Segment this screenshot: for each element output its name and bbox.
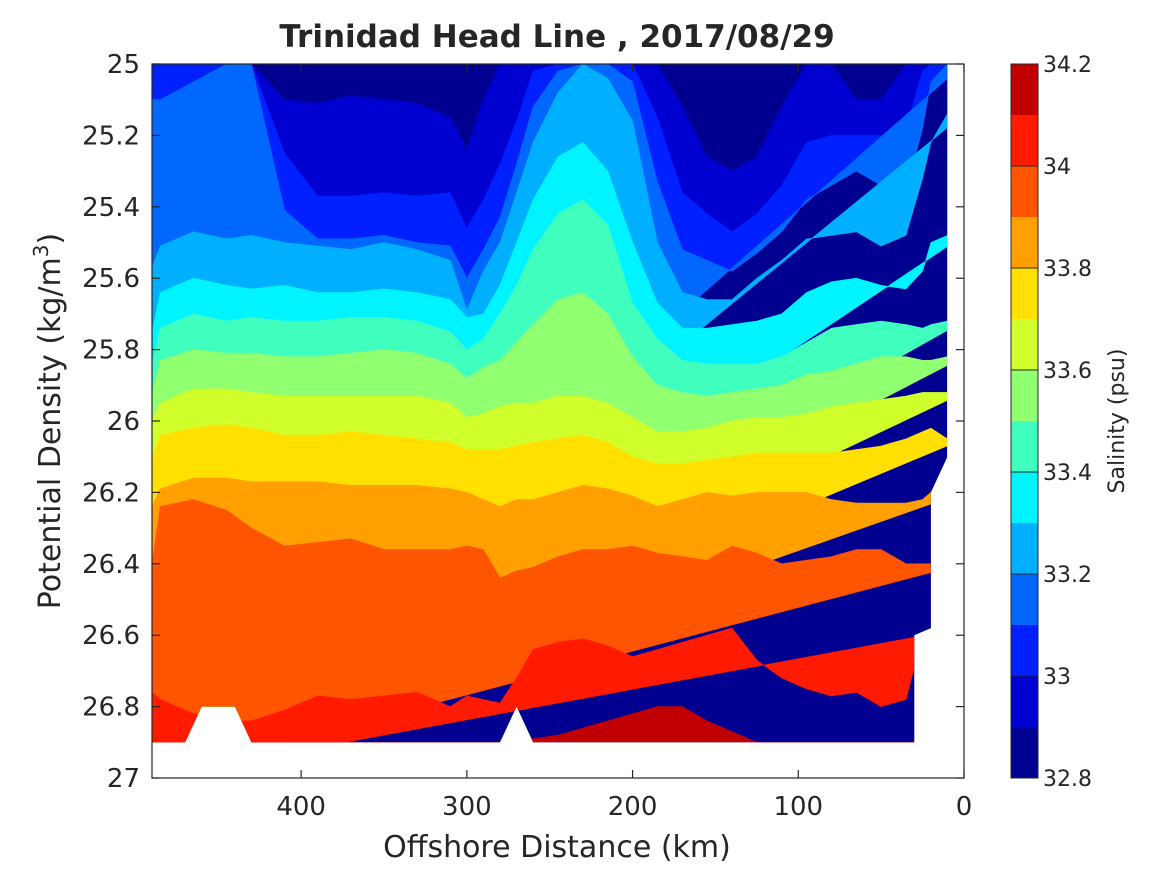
- y-tick-label: 27: [107, 764, 140, 794]
- y-axis-label-main: Potential Density (kg/m: [33, 257, 68, 609]
- colorbar-swatch: [1011, 574, 1038, 625]
- chart-title: Trinidad Head Line , 2017/08/29: [279, 19, 834, 55]
- y-tick-label: 25: [107, 50, 140, 80]
- salinity-band-34-1: [152, 706, 948, 743]
- colorbar-tick-label: 34.2: [1043, 53, 1092, 78]
- x-tick-label: 300: [442, 792, 492, 822]
- colorbar-swatch: [1011, 268, 1038, 319]
- colorbar-swatch: [1011, 676, 1038, 727]
- y-axis-label: Potential Density (kg/m3): [29, 233, 68, 609]
- y-tick-label: 26.4: [82, 550, 140, 580]
- salinity-contour-fills: [152, 64, 948, 743]
- x-axis: 400 300 200 100 0: [276, 64, 972, 822]
- x-tick-label: 200: [608, 792, 658, 822]
- colorbar-swatch: [1011, 523, 1038, 574]
- colorbar-swatch: [1011, 319, 1038, 370]
- x-tick-label: 0: [956, 792, 973, 822]
- y-tick-label: 25.4: [82, 193, 140, 223]
- colorbar-swatch: [1011, 64, 1038, 115]
- colorbar-tick-label: 32.8: [1043, 767, 1092, 792]
- colorbar-swatch: [1011, 421, 1038, 472]
- colorbar-swatch: [1011, 370, 1038, 421]
- colorbar-label: Salinity (psu): [1105, 349, 1130, 494]
- colorbar-tick-label: 33: [1043, 665, 1071, 690]
- colorbar-swatch: [1011, 727, 1038, 778]
- y-tick-label: 26.8: [82, 693, 140, 723]
- y-tick-label: 26: [107, 407, 140, 437]
- colorbar-tick-label: 33.2: [1043, 563, 1092, 588]
- y-axis: 25 25.2 25.4 25.6 25.8 26 26.2 26.4 26.6 26.8 27: [82, 50, 964, 794]
- colorbar: 32.8 33 33.2 33.4 33.6 33.8 34 34.2: [1010, 53, 1092, 792]
- x-tick-label: 400: [276, 792, 326, 822]
- y-tick-label: 26.6: [82, 621, 140, 651]
- colorbar-tick-label: 33.8: [1043, 257, 1092, 282]
- y-axis-label-sup: 3: [29, 244, 53, 257]
- y-axis-label-close: ): [33, 233, 68, 245]
- colorbar-swatch: [1011, 625, 1038, 676]
- colorbar-swatch: [1011, 166, 1038, 217]
- colorbar-swatch: [1011, 217, 1038, 268]
- y-tick-label: 25.2: [82, 121, 140, 151]
- colorbar-tick-label: 33.6: [1043, 359, 1092, 384]
- colorbar-tick-label: 33.4: [1043, 461, 1092, 486]
- y-tick-label: 25.8: [82, 336, 140, 366]
- y-tick-label: 26.2: [82, 478, 140, 508]
- colorbar-tick-label: 34: [1043, 155, 1071, 180]
- x-axis-label: Offshore Distance (km): [383, 830, 731, 865]
- colorbar-swatch: [1011, 472, 1038, 523]
- x-tick-label: 100: [773, 792, 823, 822]
- colorbar-swatch: [1011, 115, 1038, 166]
- y-tick-label: 25.6: [82, 264, 140, 294]
